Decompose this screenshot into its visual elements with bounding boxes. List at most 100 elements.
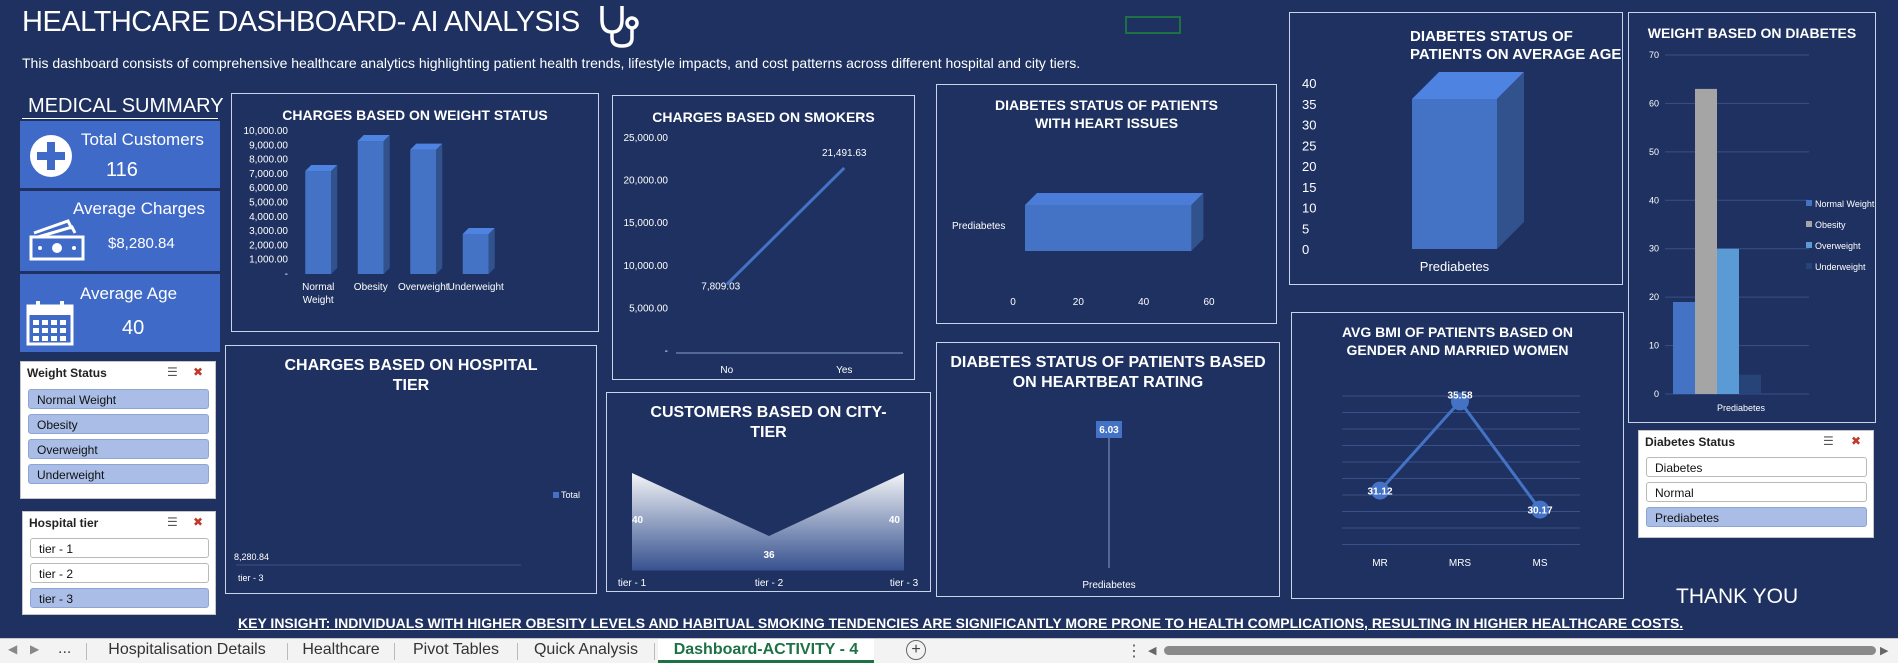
multi-select-icon[interactable]: ☰	[167, 515, 178, 529]
slicer-item[interactable]: Underweight	[28, 464, 209, 484]
tab-pivot-tables[interactable]: Pivot Tables	[413, 641, 499, 658]
tab-dashboard-activity-4[interactable]: Dashboard-ACTIVITY - 4	[658, 639, 874, 663]
slicer-item[interactable]: tier - 2	[30, 563, 209, 583]
bar-side	[1191, 193, 1204, 251]
y-tick-label: 4,000.00	[249, 212, 288, 223]
y-tick-label: 15	[1302, 180, 1316, 195]
scroll-right-icon[interactable]: ▶	[30, 642, 40, 656]
x-tick-label: MS	[1533, 558, 1548, 569]
y-tick-label: 5	[1302, 221, 1309, 236]
data-label-box	[1096, 421, 1122, 438]
x-tick-label: Underweight	[448, 282, 504, 293]
x-tick-label: Yes	[836, 365, 852, 376]
y-tick-label: 8,000.00	[249, 155, 288, 166]
slicer-item[interactable]: tier - 3	[30, 588, 209, 608]
chart-title: CHARGES BASED ON HOSPITAL TIER	[284, 357, 538, 394]
bar-top	[357, 135, 390, 142]
series-line	[725, 166, 846, 286]
selected-cell[interactable]	[1125, 16, 1181, 34]
summary-heading: MEDICAL SUMMARY	[28, 95, 224, 117]
slicer-diabetes-status[interactable]: Diabetes Status ☰ ✖ Diabetes Normal Predia…	[1638, 430, 1874, 538]
tab-quick-analysis[interactable]: Quick Analysis	[533, 641, 639, 658]
bar-side	[1497, 72, 1524, 249]
data-label: 6.03	[1099, 425, 1119, 436]
chart-plot: 0 20 40 60 Prediabetes	[952, 193, 1215, 308]
tab-healthcare[interactable]: Healthcare	[302, 641, 380, 658]
chart-weight-diabetes[interactable]: WEIGHT BASED ON DIABETES 0 10 20 30 40 50 60 70…	[1628, 12, 1876, 423]
scroll-left-icon[interactable]: ◀	[8, 642, 18, 656]
legend-swatch	[1806, 221, 1812, 227]
bar-side	[436, 143, 443, 274]
y-tick-label: 25,000.00	[624, 133, 669, 144]
clear-filter-icon[interactable]: ✖	[193, 515, 204, 529]
horizontal-scrollbar[interactable]	[1164, 646, 1876, 655]
chart-plot: 31.12 MR 35.58 MRS 30.17 MS	[1342, 390, 1580, 569]
y-tick-label: 7,000.00	[249, 169, 288, 180]
y-tick-label: 0	[1302, 242, 1309, 257]
tab-options-icon[interactable]: ⋮	[1126, 643, 1142, 660]
kpi-value: 40	[122, 317, 145, 339]
y-tick-label: 30	[1649, 244, 1659, 254]
hscroll-right-icon[interactable]: ▶	[1880, 645, 1889, 657]
y-tick-label: 60	[1649, 98, 1659, 108]
slicer-item[interactable]: Overweight	[28, 439, 209, 459]
data-point	[1531, 500, 1549, 519]
slicer-item[interactable]: Normal	[1646, 482, 1867, 502]
data-label: 36	[763, 550, 775, 561]
y-tick-label: 20,000.00	[624, 176, 669, 187]
slicer-item[interactable]: Diabetes	[1646, 457, 1867, 477]
stethoscope-icon	[600, 6, 639, 48]
y-tick-label: 5,000.00	[629, 303, 668, 314]
add-sheet-icon[interactable]: +	[906, 640, 926, 660]
chart-heart-issues[interactable]: DIABETES STATUS OF PATIENTS WITH HEART I…	[936, 84, 1277, 324]
chart-average-age[interactable]: DIABETES STATUS OF PATIENTS ON AVERAGE A…	[1289, 12, 1623, 285]
chart-heartbeat[interactable]: DIABETES STATUS OF PATIENTS BASED ON HEA…	[936, 342, 1280, 597]
data-label: 40	[889, 515, 901, 526]
x-tick-label: Prediabetes	[1082, 580, 1135, 591]
x-tick-label: tier - 3	[238, 573, 264, 583]
y-tick-label: 20	[1649, 292, 1659, 302]
chart-plot: 40 tier - 1 36 tier - 2 40 tier - 3	[618, 473, 919, 589]
slicer-weight-status[interactable]: Weight Status ☰ ✖ Normal Weight Obesity Ov…	[20, 361, 216, 499]
y-tick-label: 6,000.00	[249, 183, 288, 194]
bar	[1673, 301, 1695, 394]
slicer-item[interactable]: tier - 1	[30, 538, 209, 558]
chart-hospital-tier[interactable]: CHARGES BASED ON HOSPITAL TIER 8,280.84 t…	[225, 345, 597, 594]
chart-plot: - 1,000.00 2,000.00 3,000.00 4,000.00 5,000.0…	[244, 126, 505, 306]
x-tick-label: 60	[1203, 297, 1215, 308]
chart-bmi[interactable]: AVG BMI OF PATIENTS BASED ON GENDER AND …	[1291, 312, 1624, 599]
chart-plot: 0 5 10 15 20 25 30 35 40 Prediabetes	[1302, 72, 1524, 274]
chart-title: WEIGHT BASED ON DIABETES	[1647, 25, 1857, 41]
slicer-item[interactable]: Normal Weight	[28, 389, 209, 409]
hscroll-left-icon[interactable]: ◀	[1148, 645, 1157, 657]
slicer-item[interactable]: Prediabetes	[1646, 507, 1867, 527]
chart-smokers[interactable]: CHARGES BASED ON SMOKERS - 5,000.00 10,000…	[612, 95, 915, 380]
clear-filter-icon[interactable]: ✖	[193, 365, 204, 379]
y-tick-label: 5,000.00	[249, 198, 288, 209]
bar-top	[305, 165, 338, 172]
y-tick-label: 0	[1654, 389, 1659, 399]
multi-select-icon[interactable]: ☰	[167, 365, 178, 379]
slicer-hospital-tier[interactable]: Hospital tier ☰ ✖ tier - 1 tier - 2 tier -…	[22, 511, 216, 615]
y-tick-label: 9,000.00	[249, 140, 288, 151]
x-tick-label: tier - 1	[618, 578, 647, 589]
plus-circle-icon	[30, 135, 72, 177]
slicer-item[interactable]: Obesity	[28, 414, 209, 434]
x-tick-label: 0	[1010, 297, 1016, 308]
bar	[1412, 99, 1497, 249]
more-tabs-button[interactable]: ...	[58, 640, 72, 657]
chart-city-tier[interactable]: CUSTOMERS BASED ON CITY-TIER 40 tier - 1 3…	[606, 392, 931, 592]
clear-filter-icon[interactable]: ✖	[1851, 434, 1862, 448]
tab-hospitalisation-details[interactable]: Hospitalisation Details	[108, 641, 266, 658]
data-label: 35.58	[1447, 390, 1472, 401]
kpi-total-customers: Total Customers 116	[20, 121, 220, 188]
kpi-average-charges: Average Charges $8,280.84	[20, 191, 220, 271]
chart-weight-status[interactable]: CHARGES BASED ON WEIGHT STATUS - 1,000.00…	[231, 93, 599, 332]
legend-label: Underweight	[1815, 262, 1866, 272]
y-tick-label: 30	[1302, 118, 1316, 133]
legend-swatch	[1806, 242, 1812, 248]
bar	[410, 149, 437, 274]
multi-select-icon[interactable]: ☰	[1823, 434, 1834, 448]
y-tick-label: 1,000.00	[249, 255, 288, 266]
kpi-label: Average Charges	[73, 199, 205, 218]
